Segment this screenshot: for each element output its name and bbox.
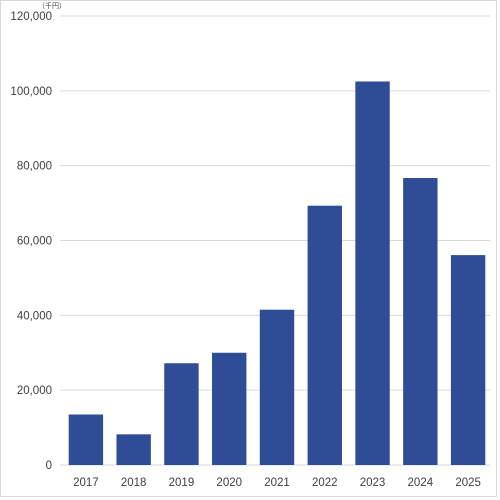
y-tick-label: 0 (46, 460, 52, 472)
bar-2022 (307, 205, 342, 465)
x-tick-label: 2023 (360, 477, 386, 489)
x-tick-label: 2018 (121, 477, 147, 489)
bar-2023 (355, 81, 390, 466)
bar-2017 (68, 414, 104, 465)
y-axis-unit-label: （千円） (38, 3, 66, 10)
bar-2019 (164, 363, 199, 465)
y-tick-label: 100,000 (10, 86, 52, 98)
bar-2021 (259, 309, 295, 465)
x-axis-tick-labels: 2017 2018 2019 2020 2021 2022 2023 2024 2025 (73, 477, 481, 489)
x-tick-label: 2025 (455, 477, 481, 489)
x-tick-label: 2024 (408, 477, 434, 489)
bars (68, 81, 486, 466)
y-axis-tick-labels: 0 20,000 40,000 60,000 80,000 100,000 120,000 (10, 11, 52, 472)
x-tick-label: 2017 (73, 477, 99, 489)
bar-2018 (116, 434, 151, 465)
x-tick-label: 2021 (264, 477, 290, 489)
x-tick-label: 2022 (312, 477, 338, 489)
y-tick-label: 40,000 (17, 310, 52, 322)
bar-2025 (450, 255, 486, 465)
bar-2024 (403, 178, 438, 465)
x-tick-label: 2020 (216, 477, 242, 489)
bar-2020 (212, 352, 247, 465)
y-tick-label: 120,000 (10, 11, 52, 23)
y-tick-label: 80,000 (17, 161, 52, 173)
y-tick-label: 60,000 (17, 236, 52, 248)
x-tick-label: 2019 (169, 477, 195, 489)
y-tick-label: 20,000 (17, 385, 52, 397)
